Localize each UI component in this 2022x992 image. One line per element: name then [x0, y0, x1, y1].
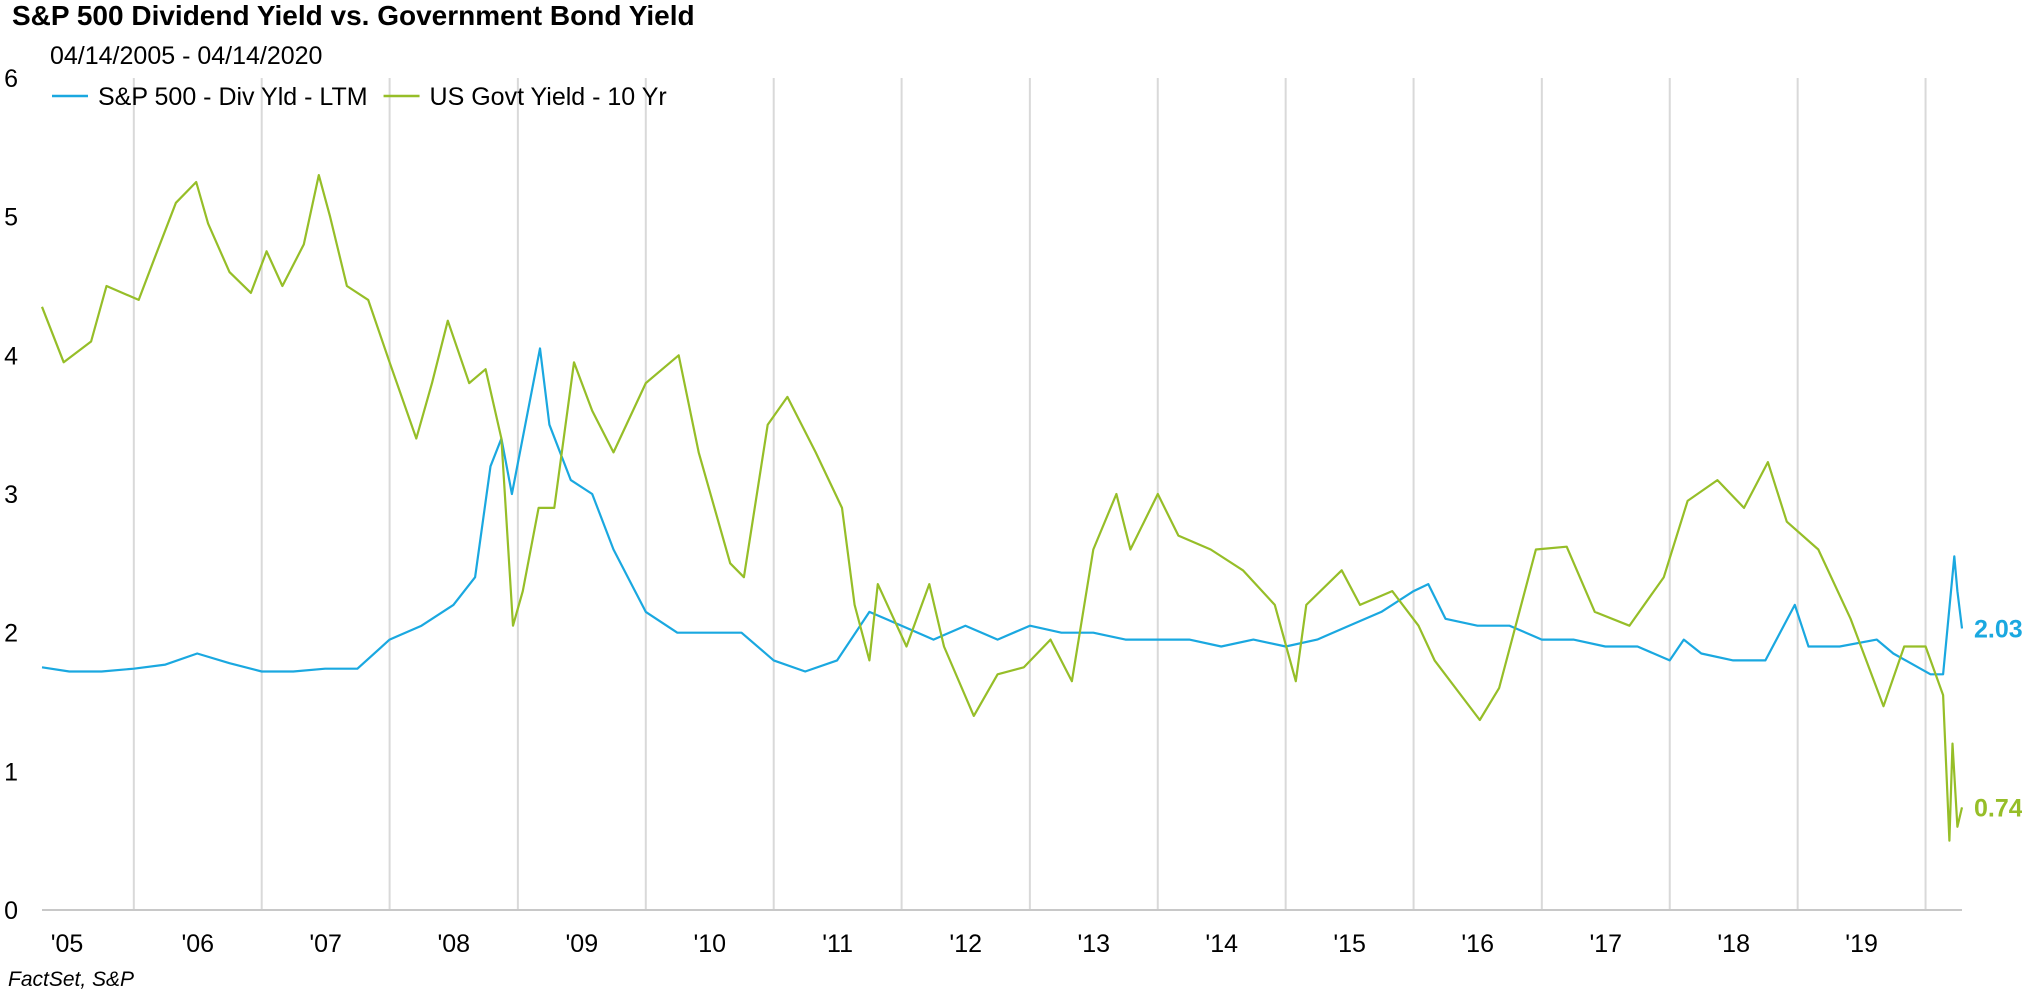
y-tick-label: 0	[4, 897, 18, 925]
x-tick-label: '13	[1078, 930, 1111, 958]
x-tick-label: '17	[1589, 930, 1622, 958]
legend-label: S&P 500 - Div Yld - LTM	[98, 83, 368, 111]
x-tick-label: '15	[1333, 930, 1366, 958]
end-labels: 2.03 0.74	[1974, 616, 2022, 823]
x-tick-label: '09	[566, 930, 599, 958]
x-tick-label: '16	[1461, 930, 1494, 958]
legend: S&P 500 - Div Yld - LTM US Govt Yield - 1…	[52, 83, 667, 111]
chart-title: S&P 500 Dividend Yield vs. Government Bo…	[12, 0, 695, 31]
year-gridlines	[132, 78, 1927, 910]
x-axis-ticks: '05 '06 '07 '08 '09 '10 '11 '12 '13 '14 '15 '16 '17 '…	[51, 930, 1878, 958]
y-tick-label: 5	[4, 204, 18, 232]
y-axis-ticks: 0 1 2 3 4 5 6	[4, 65, 18, 925]
x-tick-label: '19	[1845, 930, 1878, 958]
series-line-1	[41, 347, 1964, 676]
x-tick-label: '05	[51, 930, 84, 958]
x-tick-label: '14	[1205, 930, 1238, 958]
series-lines	[40, 174, 1964, 842]
end-value-label: 0.74	[1974, 794, 2022, 822]
x-tick-label: '08	[437, 930, 470, 958]
y-tick-label: 1	[4, 758, 18, 786]
x-tick-label: '12	[949, 930, 982, 958]
y-tick-label: 6	[4, 65, 18, 93]
y-tick-label: 2	[4, 620, 18, 648]
chart-subtitle: 04/14/2005 - 04/14/2020	[50, 42, 323, 70]
end-value-label: 2.03	[1974, 616, 2022, 644]
x-tick-label: '06	[181, 930, 214, 958]
legend-label: US Govt Yield - 10 Yr	[430, 83, 667, 111]
x-tick-label: '07	[309, 930, 342, 958]
series-line-2	[40, 174, 1964, 842]
x-tick-label: '18	[1717, 930, 1750, 958]
x-tick-label: '10	[693, 930, 726, 958]
source-note: FactSet, S&P	[8, 968, 135, 991]
x-tick-label: '11	[822, 930, 853, 958]
y-tick-label: 4	[4, 342, 18, 370]
y-tick-label: 3	[4, 481, 18, 509]
